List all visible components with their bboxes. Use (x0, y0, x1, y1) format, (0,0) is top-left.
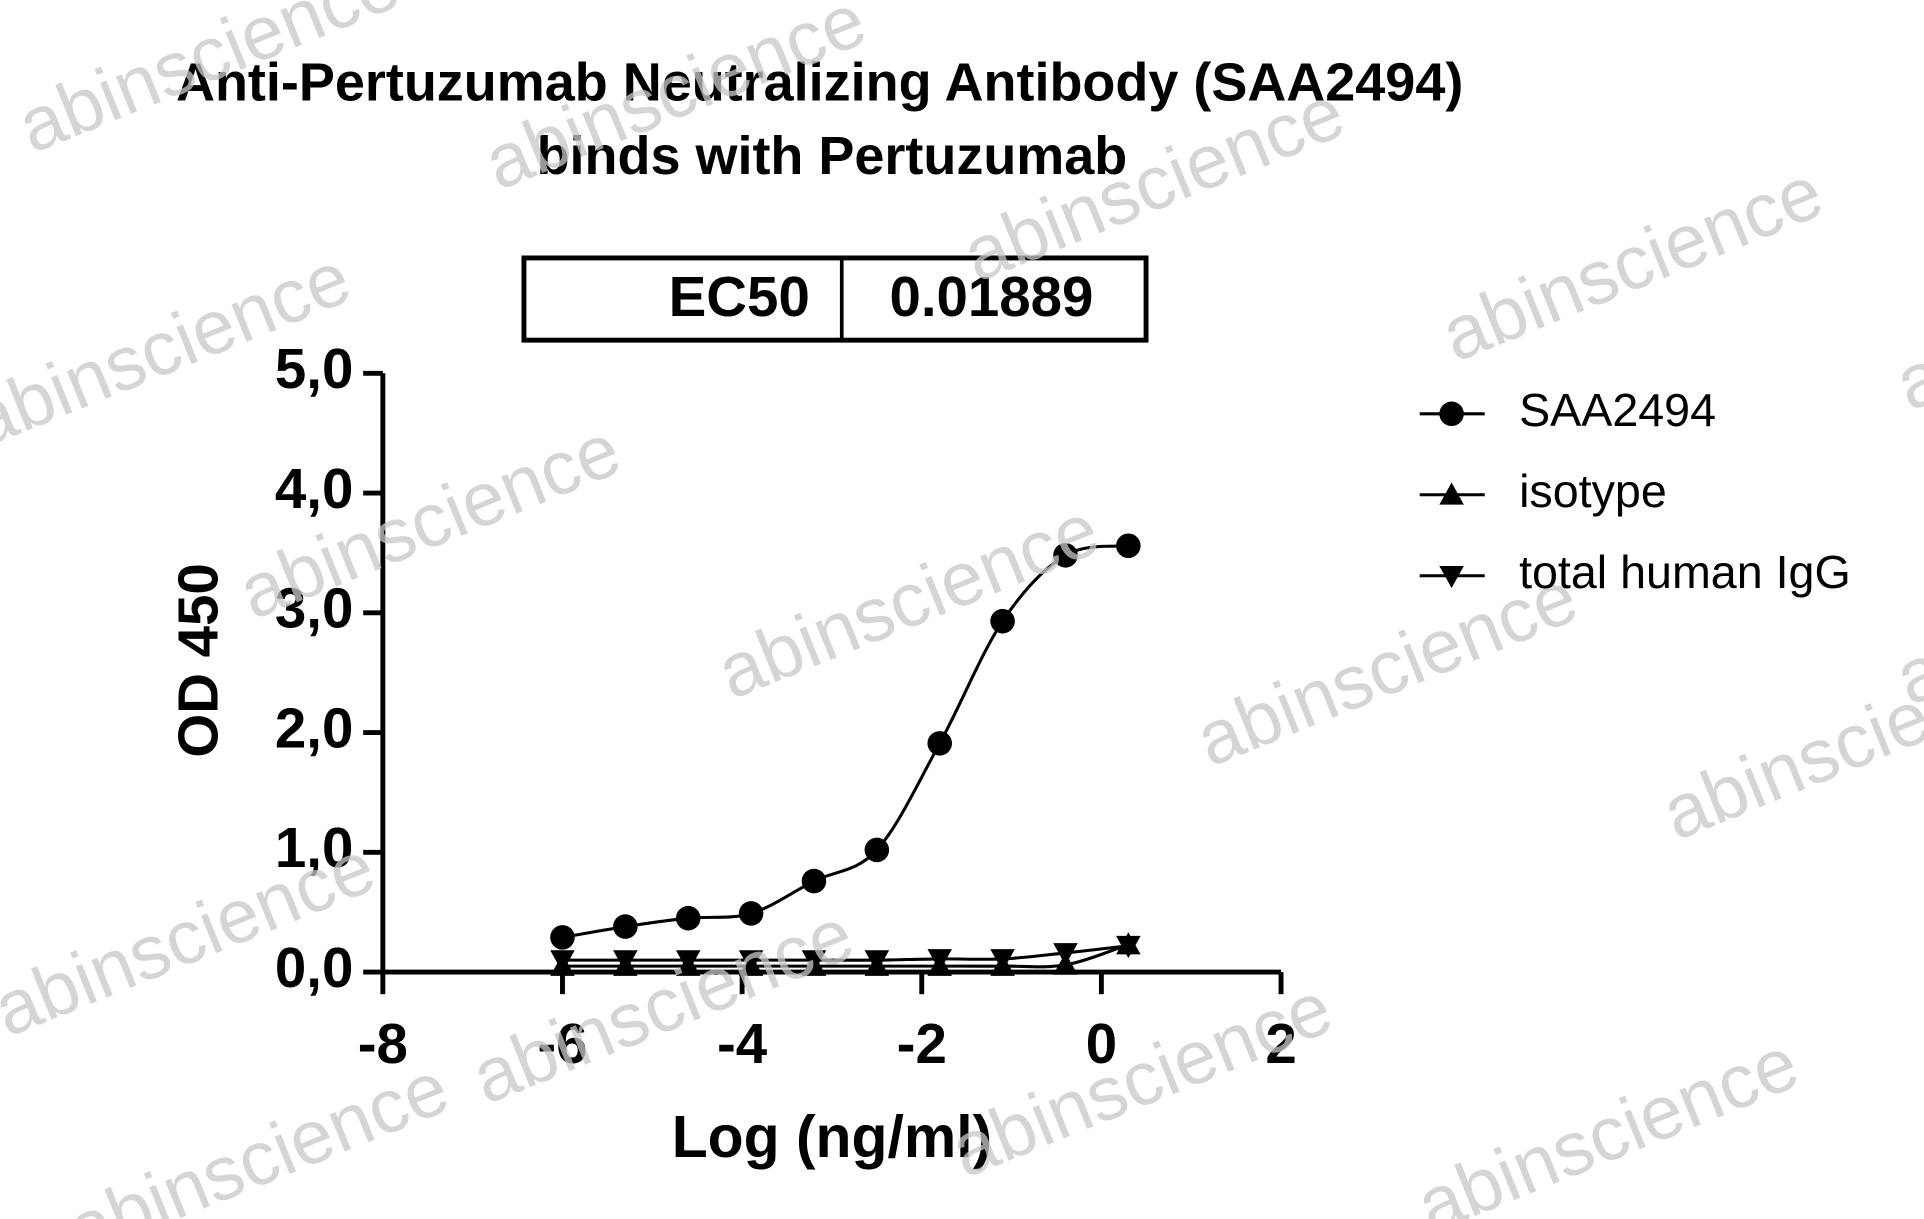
y-axis-label: OD 450 (166, 563, 229, 758)
x-tick-label: -2 (897, 1012, 947, 1075)
marker (801, 950, 827, 973)
x-axis-label: Log (ng/ml) (672, 1105, 992, 1170)
marker (927, 731, 952, 756)
legend-label: SAA2494 (1519, 384, 1716, 436)
watermark: abinscience (1651, 627, 1924, 856)
chart-title: binds with Pertuzumab (537, 126, 1128, 186)
marker (675, 905, 701, 931)
watermark: abinscience (56, 1045, 460, 1219)
table-cell: EC50 (669, 265, 810, 328)
x-tick-label: -6 (537, 1012, 587, 1075)
marker (613, 914, 638, 939)
marker (1439, 565, 1464, 589)
marker (613, 950, 638, 973)
series-line (562, 943, 1129, 969)
marker (738, 950, 764, 973)
marker (1116, 935, 1141, 959)
x-tick-label: -4 (717, 1012, 768, 1075)
marker (1439, 482, 1464, 505)
marker (550, 950, 575, 973)
plot: 0,0 1,0 2,0 3,0 4,0 5,0 -8 -6 -4 -2 0 2 (275, 337, 1297, 1075)
marker (990, 608, 1015, 634)
ec50-table (521, 255, 1149, 343)
table-cell: 0.01889 (889, 265, 1093, 328)
marker (1053, 543, 1078, 568)
watermark: abinscience (1405, 1020, 1809, 1219)
marker (927, 949, 952, 972)
watermark: abinscience (461, 891, 865, 1120)
watermark: abinscience (706, 486, 1110, 715)
marker (1439, 401, 1464, 427)
watermark: abinscience (227, 407, 631, 636)
marker (990, 949, 1015, 972)
x-tick-label: -8 (358, 1012, 408, 1075)
watermark: abinscience (1884, 198, 1924, 427)
marker (864, 837, 890, 863)
watermark: abinscience (1430, 149, 1834, 378)
x-tick-label: 2 (1265, 1012, 1296, 1075)
y-tick-label: 4,0 (275, 457, 353, 520)
series-line (562, 944, 1129, 962)
marker (1053, 943, 1078, 966)
y-tick-label: 0,0 (275, 936, 353, 999)
x-tick-label: 0 (1086, 1012, 1117, 1075)
marker (675, 950, 701, 973)
marker (864, 950, 890, 973)
watermark: abinscience (939, 965, 1343, 1194)
marker (1116, 533, 1141, 559)
y-tick-label: 3,0 (275, 577, 353, 640)
marker (801, 868, 827, 894)
y-tick-label: 5,0 (275, 337, 353, 400)
y-tick-label: 2,0 (275, 696, 353, 759)
legend-label: total human IgG (1519, 546, 1851, 598)
marker (550, 925, 575, 950)
marker (738, 901, 764, 926)
chart-title: Anti-Pertuzumab Neutralizing Antibody (S… (176, 52, 1463, 112)
legend-label: isotype (1519, 465, 1667, 517)
y-tick-label: 1,0 (275, 816, 353, 879)
